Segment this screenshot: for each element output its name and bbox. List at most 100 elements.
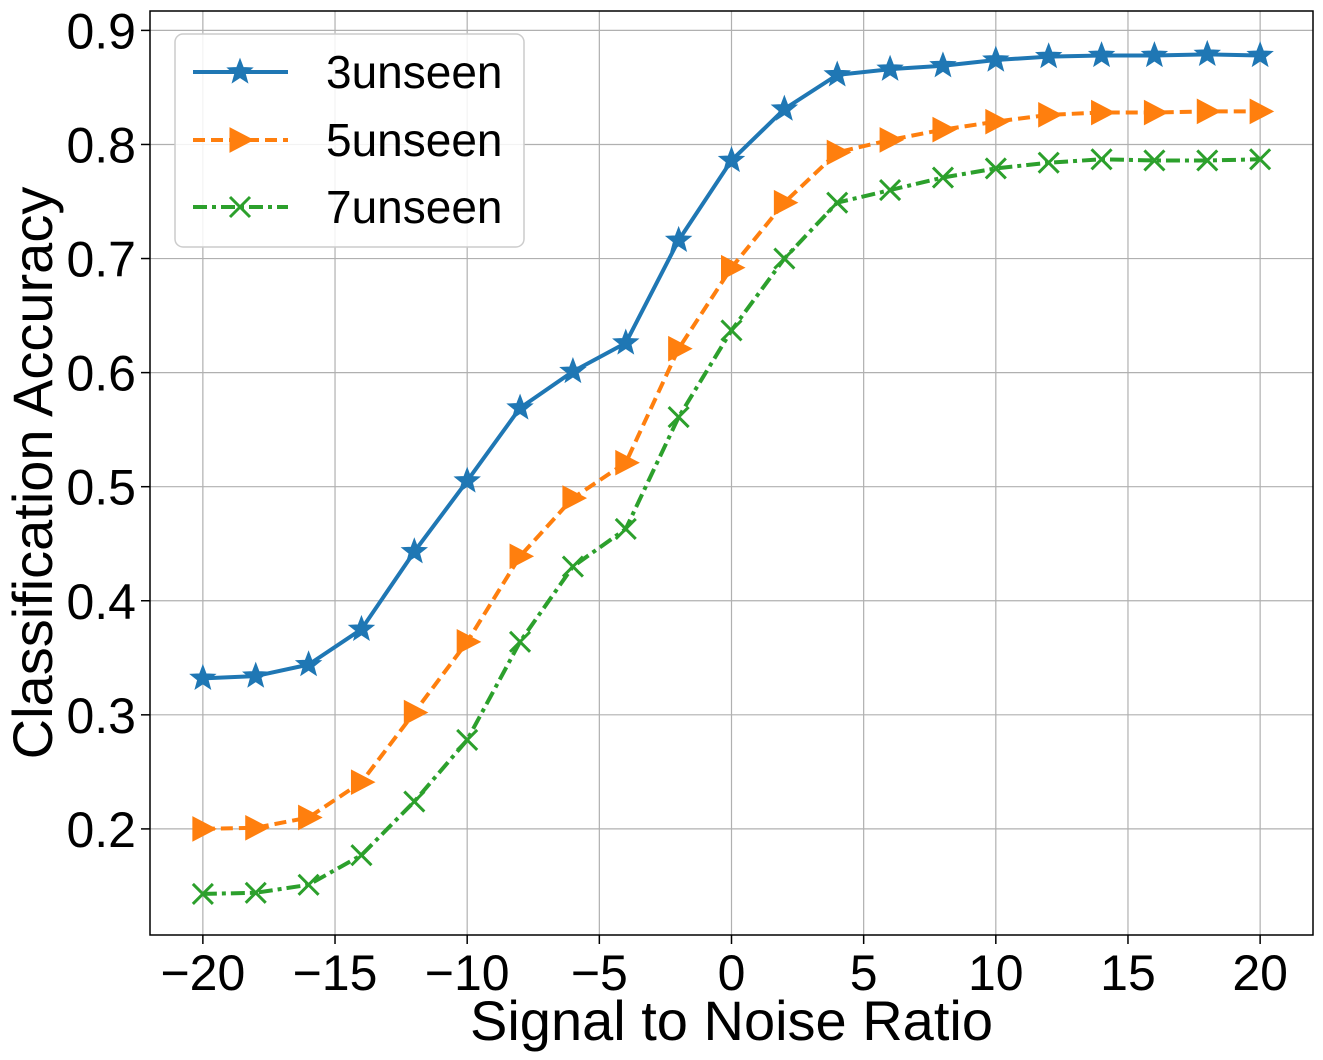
- data-point: [615, 449, 640, 476]
- data-point: [668, 335, 693, 362]
- data-point: [612, 328, 640, 355]
- data-point: [453, 466, 481, 493]
- series-7unseen: [191, 148, 1272, 905]
- y-tick-label: 0.9: [66, 3, 136, 59]
- data-point: [559, 357, 587, 384]
- data-point: [1249, 98, 1275, 125]
- data-point: [982, 45, 1010, 72]
- legend-marker: [229, 127, 255, 153]
- data-point: [879, 179, 902, 202]
- data-point: [1091, 99, 1116, 126]
- data-point: [245, 814, 270, 841]
- data-point: [1090, 148, 1113, 171]
- legend-marker: [226, 57, 254, 84]
- data-point: [508, 630, 532, 653]
- data-point: [1249, 148, 1272, 171]
- data-point: [1034, 42, 1063, 69]
- x-axis-ticks: −20 −15 −10 −5 0 5 10 15 20: [160, 935, 1288, 1001]
- x-tick-label: 0: [718, 945, 746, 1001]
- data-point: [189, 663, 217, 690]
- data-point: [297, 873, 320, 896]
- legend-entry: 5unseen: [193, 114, 503, 166]
- x-axis-label: Signal to Noise Ratio: [470, 989, 993, 1052]
- data-point: [294, 650, 323, 677]
- legend-label: 3unseen: [326, 46, 503, 98]
- legend: 3unseen 5unseen 7unseen: [174, 33, 525, 248]
- y-tick-label: 0.7: [66, 232, 136, 288]
- y-tick-label: 0.4: [66, 574, 136, 630]
- x-tick-label: −15: [293, 945, 378, 1001]
- data-point: [561, 555, 584, 578]
- data-point: [929, 51, 957, 78]
- data-point: [773, 247, 796, 270]
- data-point: [192, 816, 217, 842]
- x-tick-label: 20: [1232, 945, 1288, 1001]
- data-point: [984, 157, 1007, 180]
- legend-label: 5unseen: [326, 114, 503, 166]
- x-tick-label: 15: [1100, 945, 1156, 1001]
- data-point: [1246, 41, 1274, 68]
- y-tick-label: 0.3: [66, 688, 136, 744]
- data-point: [1140, 41, 1169, 68]
- series-3unseen: [189, 39, 1274, 690]
- data-point: [721, 254, 746, 281]
- data-point: [400, 537, 429, 564]
- data-point: [879, 127, 905, 153]
- data-point: [770, 94, 799, 121]
- data-point: [985, 108, 1010, 135]
- x-tick-label: 5: [850, 945, 878, 1001]
- y-axis-ticks: 0.2 0.3 0.4 0.5 0.6 0.7 0.8 0.9: [66, 3, 150, 858]
- data-point: [717, 146, 746, 173]
- data-point: [191, 882, 214, 905]
- y-tick-label: 0.2: [66, 802, 136, 858]
- y-tick-label: 0.8: [66, 117, 136, 173]
- data-point: [1196, 98, 1222, 125]
- data-point: [350, 769, 376, 795]
- x-tick-label: −20: [160, 945, 245, 1001]
- data-point: [932, 116, 958, 143]
- data-point: [826, 191, 849, 214]
- data-point: [1038, 101, 1063, 128]
- data-point: [664, 225, 693, 252]
- legend-label: 7unseen: [326, 181, 503, 233]
- data-point: [826, 139, 852, 166]
- data-point: [1037, 151, 1060, 174]
- data-point: [506, 393, 534, 420]
- series-layer: [189, 39, 1275, 905]
- data-point: [456, 629, 482, 655]
- data-point: [242, 661, 270, 688]
- legend-marker: [228, 195, 252, 219]
- data-point: [720, 319, 743, 342]
- data-point: [403, 699, 429, 726]
- data-point: [931, 166, 955, 189]
- x-tick-label: −10: [425, 945, 510, 1001]
- legend-box: [174, 33, 525, 248]
- x-tick-label: −5: [571, 945, 628, 1001]
- data-point: [1196, 149, 1219, 172]
- grid-lines: [150, 11, 1313, 935]
- y-tick-label: 0.6: [66, 346, 136, 402]
- data-point: [244, 881, 267, 904]
- data-point: [1087, 41, 1116, 68]
- data-point: [403, 790, 426, 813]
- data-point: [876, 54, 904, 81]
- data-point: [347, 614, 376, 641]
- y-axis-label: Classification Accuracy: [1, 187, 64, 760]
- data-point: [509, 543, 535, 570]
- data-point: [823, 60, 851, 87]
- series-5unseen: [192, 98, 1275, 842]
- data-point: [614, 517, 637, 540]
- data-point: [773, 189, 799, 216]
- legend-entry: 3unseen: [193, 46, 503, 98]
- data-point: [667, 406, 690, 429]
- data-point: [456, 728, 479, 751]
- data-point: [350, 844, 373, 867]
- data-point: [1143, 149, 1166, 172]
- data-point: [1193, 39, 1221, 67]
- x-tick-label: 10: [968, 945, 1024, 1001]
- legend-entry: 7unseen: [193, 181, 503, 233]
- data-point: [298, 804, 323, 831]
- data-point: [562, 485, 587, 511]
